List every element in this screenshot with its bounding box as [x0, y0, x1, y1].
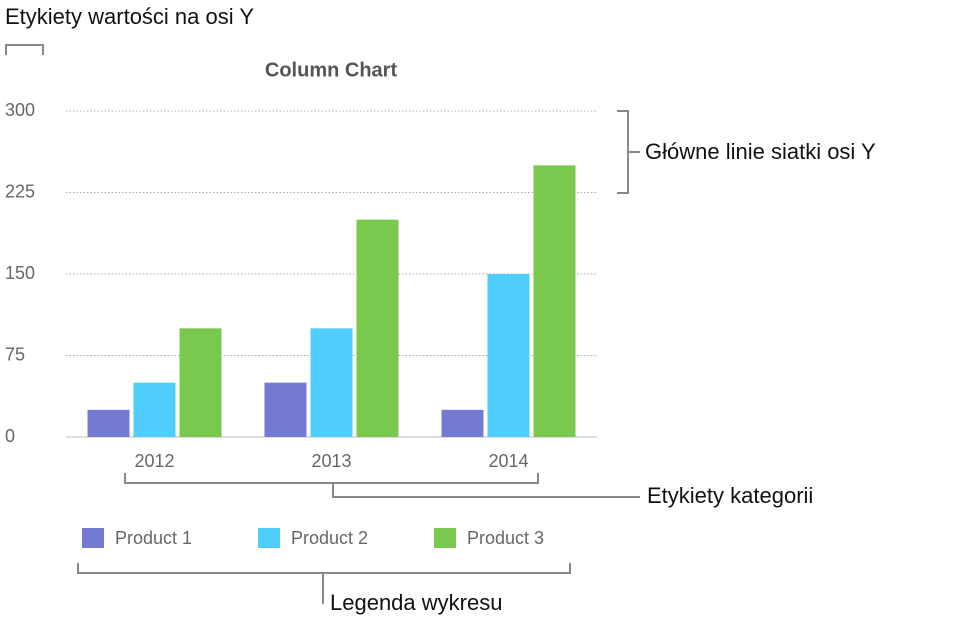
annotation: Legenda wykresu [330, 590, 502, 615]
bar [87, 409, 130, 437]
x-tick-label: 2012 [134, 451, 174, 471]
legend-label: Product 1 [115, 528, 192, 548]
bracket [124, 473, 640, 498]
legend-swatch [434, 528, 456, 548]
x-tick-label: 2013 [311, 451, 351, 471]
legend-swatch [82, 528, 104, 548]
bar [533, 165, 576, 438]
x-tick-label: 2014 [488, 451, 528, 471]
bar [356, 219, 399, 437]
bracket [5, 44, 44, 55]
chart-title: Column Chart [265, 59, 398, 81]
y-tick-label: 0 [5, 426, 15, 446]
legend-label: Product 2 [291, 528, 368, 548]
bracket [77, 563, 571, 604]
bar [133, 382, 176, 437]
y-tick-label: 150 [5, 263, 35, 283]
bar [264, 382, 307, 437]
legend-swatch [258, 528, 280, 548]
annotation: Główne linie siatki osi Y [645, 139, 876, 164]
bar [487, 274, 530, 437]
y-tick-label: 225 [5, 181, 35, 201]
y-tick-label: 75 [5, 344, 25, 364]
bracket [617, 110, 640, 194]
y-tick-label: 300 [5, 100, 35, 120]
annotation: Etykiety wartości na osi Y [5, 4, 254, 29]
annotation: Etykiety kategorii [647, 483, 813, 508]
legend-label: Product 3 [467, 528, 544, 548]
bar [310, 328, 353, 437]
bar [441, 409, 484, 437]
bar [179, 328, 222, 437]
